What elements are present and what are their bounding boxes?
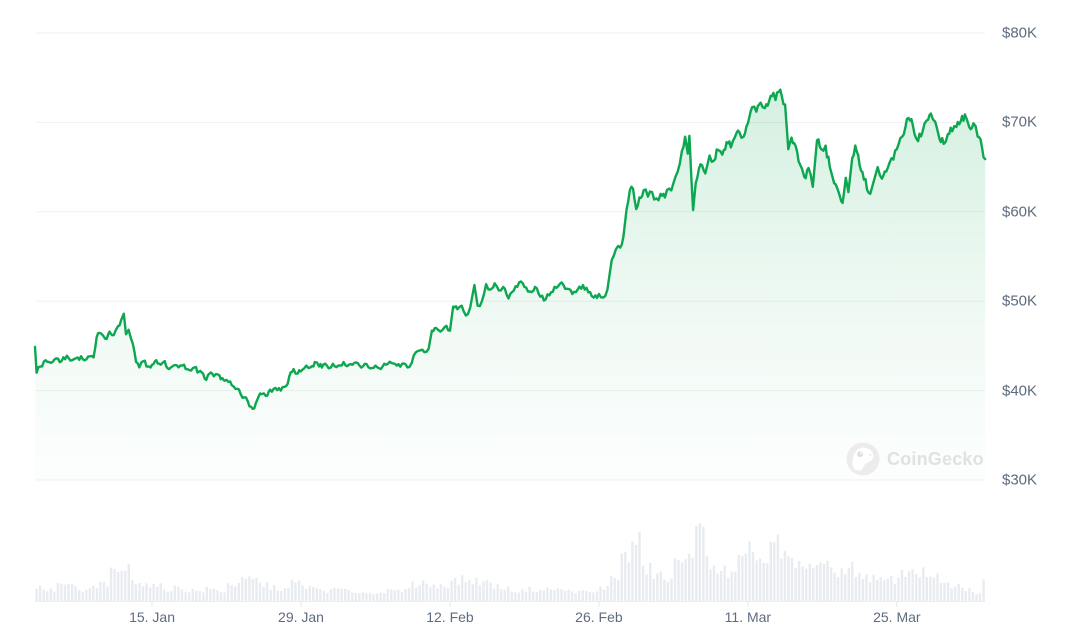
y-axis-label: $80K [1002,24,1038,42]
x-axis-label: 15. Jan [129,609,175,625]
x-axis-label: 26. Feb [575,609,623,625]
x-axis-ticks [151,601,898,607]
x-axis-label: 11. Mar [724,609,772,625]
x-axis-label: 25. Mar [873,609,921,625]
y-axis-label: $70K [1002,113,1038,131]
y-axis-label: $50K [1002,292,1038,310]
y-axis-label: $30K [1002,471,1038,489]
y-axis-label: $40K [1002,382,1038,400]
volume-bars [35,523,985,602]
area-fill [35,89,986,480]
x-axis-label: 29. Jan [278,609,324,625]
price-line [33,88,987,410]
x-axis-label: 12. Feb [426,609,474,625]
y-axis-label: $60K [1002,203,1038,221]
